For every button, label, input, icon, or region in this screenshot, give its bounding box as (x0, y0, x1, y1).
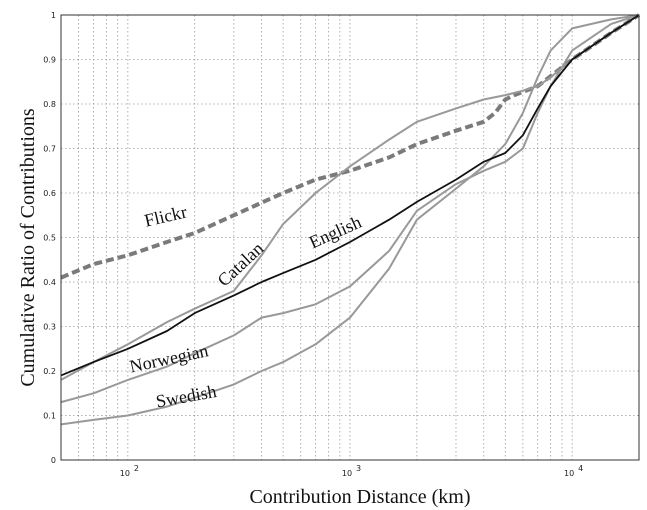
tick-labels: 0 0.1 0.2 0.3 0.4 0.5 0.6 0.7 0.8 0.9 1 10 2 10 3 10 4 (43, 11, 583, 478)
series-line-catalan (60, 14, 640, 381)
plot-frame (60, 14, 640, 461)
y-tick-label: 0.1 (43, 412, 56, 421)
series-lines (60, 13, 641, 426)
series-line-swedish (60, 14, 640, 426)
y-tick-label: 0 (51, 456, 56, 465)
x-axis-title: Contribution Distance (km) (249, 486, 470, 508)
series-label-swedish: Swedish (154, 381, 218, 411)
x-tick-label: 10 (342, 469, 352, 478)
series-label-flickr: Flickr (142, 201, 188, 230)
y-axis-title: Cumulative Ratio of Contributions (17, 108, 39, 387)
series-label-english: English (306, 212, 364, 253)
y-tick-label: 0.6 (43, 189, 56, 198)
x-tick-label: 10 (120, 469, 130, 478)
y-tick-label: 0.9 (43, 56, 56, 65)
grid (60, 15, 640, 460)
y-tick-label: 1 (51, 11, 56, 20)
y-tick-label: 0.2 (43, 367, 56, 376)
series-line-flickr (60, 13, 641, 280)
y-tick-label: 0.8 (43, 100, 56, 109)
y-tick-label: 0.5 (43, 234, 56, 243)
x-tick-exponent: 2 (134, 464, 139, 473)
y-tick-label: 0.3 (43, 323, 56, 332)
series-line-english (60, 14, 640, 377)
x-tick-label: 10 (564, 469, 574, 478)
x-tick-exponent: 4 (578, 464, 583, 473)
y-tick-label: 0.7 (43, 145, 56, 154)
x-tick-exponent: 3 (356, 464, 361, 473)
y-tick-label: 0.4 (43, 278, 56, 287)
